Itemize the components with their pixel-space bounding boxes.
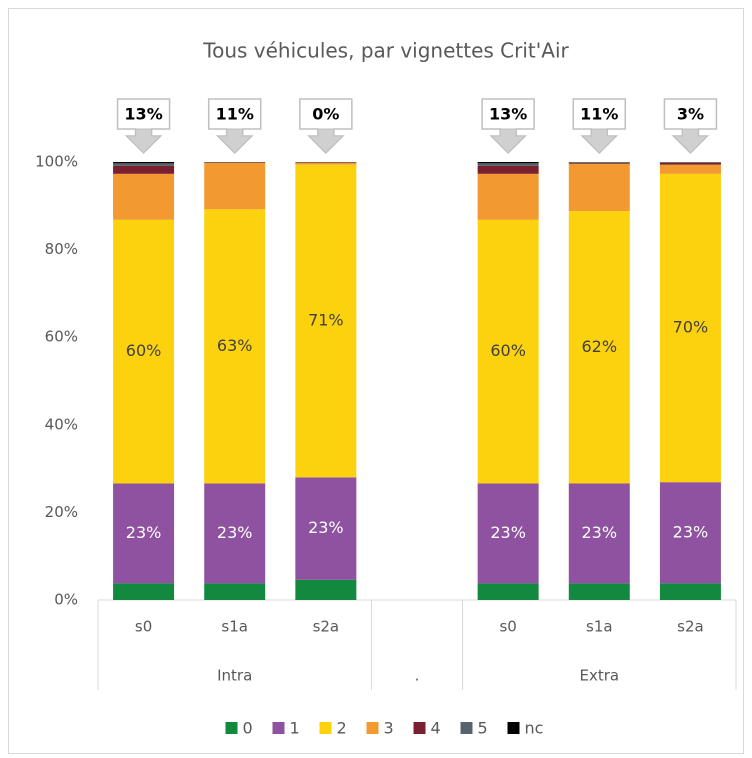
bar-segment: [113, 219, 175, 484]
bar-segment: [295, 164, 357, 478]
bar-segment: [204, 162, 266, 210]
bar-segment: [204, 209, 266, 484]
data-label: 23%: [490, 523, 526, 542]
legend-label: 5: [478, 719, 488, 738]
bar-segment: [568, 162, 630, 164]
bar-segment: [113, 162, 175, 164]
bar-segment: [568, 162, 630, 163]
y-tick-label: 100%: [35, 153, 78, 171]
x-tick-label: s2a: [313, 618, 340, 636]
y-tick-label: 40%: [45, 415, 78, 433]
data-label: 62%: [582, 337, 618, 356]
legend-label: 2: [337, 719, 347, 738]
bar-segment: [568, 163, 630, 212]
y-tick-label: 60%: [45, 328, 78, 346]
bar-segment: [659, 162, 721, 163]
legend-swatch: [413, 722, 426, 734]
chart-title: Tous véhicules, par vignettes Crit'Air: [202, 39, 569, 63]
x-tick-label: s1a: [586, 618, 613, 636]
bar-segment: [113, 583, 175, 600]
data-label: 63%: [217, 336, 253, 355]
bar-segment: [477, 163, 539, 166]
data-label: 23%: [308, 518, 344, 537]
group-label: Extra: [579, 667, 619, 685]
bar-segment: [477, 219, 539, 484]
x-tick-label: s0: [499, 618, 516, 636]
callout-label: 11%: [580, 105, 618, 124]
callout-arrow: [125, 128, 162, 154]
data-label: 60%: [490, 341, 526, 360]
callout-label: 13%: [489, 105, 527, 124]
x-tick-label: s0: [135, 618, 152, 636]
bar-segment: [477, 583, 539, 600]
callout-arrow: [672, 128, 709, 154]
bar-segment: [659, 162, 721, 165]
legend-label: 1: [290, 719, 300, 738]
callout-arrow: [216, 128, 253, 154]
x-tick-label: s1a: [221, 618, 248, 636]
bar-segment: [568, 211, 630, 484]
bar-segment: [568, 483, 630, 584]
bar-segment: [477, 162, 539, 164]
bar-segment: [113, 483, 175, 584]
data-label: 71%: [308, 310, 344, 329]
legend-label: 4: [431, 719, 441, 738]
callout-label: 3%: [677, 105, 704, 124]
legend-swatch: [319, 722, 332, 734]
bar-segment: [477, 483, 539, 584]
data-label: 23%: [673, 522, 709, 541]
bar-segment: [659, 173, 721, 483]
group-label: .: [415, 667, 420, 685]
bar-segment: [295, 579, 357, 600]
callout-label: 13%: [124, 105, 162, 124]
legend-label: nc: [525, 719, 544, 738]
legend-swatch: [225, 722, 238, 734]
legend-swatch: [366, 722, 379, 734]
y-tick-label: 80%: [45, 240, 78, 258]
data-label: 60%: [126, 341, 162, 360]
data-label: 23%: [217, 523, 253, 542]
bar-segment: [113, 173, 175, 220]
bar-segment: [204, 583, 266, 600]
callout-arrow: [489, 128, 527, 154]
bar-segment: [204, 483, 266, 584]
legend-swatch: [460, 722, 473, 734]
bar-segment: [113, 165, 175, 174]
x-tick-label: s2a: [677, 618, 704, 636]
group-label: Intra: [217, 667, 252, 685]
bar-segment: [659, 164, 721, 174]
legend-swatch: [507, 722, 520, 734]
callout-arrow: [581, 128, 618, 154]
bar-segment: [113, 163, 175, 166]
legend-label: 0: [243, 719, 253, 738]
data-label: 23%: [582, 523, 618, 542]
bar-segment: [477, 173, 539, 220]
data-label: 23%: [126, 523, 162, 542]
bar-segment: [659, 482, 721, 584]
bar-segment: [295, 162, 357, 165]
callout-label: 0%: [312, 105, 339, 124]
bar-segment: [568, 583, 630, 600]
bar-segment: [295, 477, 357, 580]
bar-segment: [659, 583, 721, 600]
y-tick-label: 0%: [54, 591, 78, 609]
callout-label: 11%: [216, 105, 254, 124]
bar-segment: [477, 165, 539, 174]
legend-label: 3: [384, 719, 394, 738]
data-label: 70%: [673, 318, 709, 337]
callout-arrow: [307, 128, 345, 154]
y-tick-label: 20%: [45, 503, 78, 521]
legend-swatch: [272, 722, 285, 734]
